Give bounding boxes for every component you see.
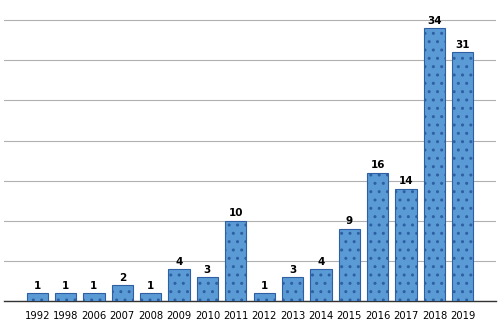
- Bar: [254, 293, 275, 301]
- Text: 16: 16: [370, 160, 385, 170]
- Bar: [424, 28, 445, 301]
- Text: 1: 1: [90, 281, 98, 291]
- Text: 4: 4: [176, 257, 182, 266]
- Text: 2: 2: [118, 273, 126, 283]
- Bar: [396, 189, 416, 301]
- Bar: [55, 293, 76, 301]
- Text: 1: 1: [260, 281, 268, 291]
- Text: 1: 1: [34, 281, 41, 291]
- Bar: [225, 221, 246, 301]
- Bar: [140, 293, 162, 301]
- Bar: [282, 277, 303, 301]
- Text: 31: 31: [456, 40, 470, 50]
- Text: 3: 3: [204, 265, 211, 275]
- Bar: [197, 277, 218, 301]
- Text: 14: 14: [399, 176, 413, 186]
- Text: 1: 1: [147, 281, 154, 291]
- Text: 34: 34: [427, 16, 442, 26]
- Bar: [367, 173, 388, 301]
- Text: 1: 1: [62, 281, 69, 291]
- Bar: [26, 293, 48, 301]
- Text: 4: 4: [318, 257, 324, 266]
- Bar: [452, 52, 473, 301]
- Bar: [112, 285, 133, 301]
- Bar: [338, 229, 360, 301]
- Bar: [310, 269, 332, 301]
- Text: 10: 10: [228, 208, 243, 218]
- Bar: [168, 269, 190, 301]
- Text: 3: 3: [289, 265, 296, 275]
- Text: 9: 9: [346, 216, 353, 227]
- Bar: [84, 293, 104, 301]
